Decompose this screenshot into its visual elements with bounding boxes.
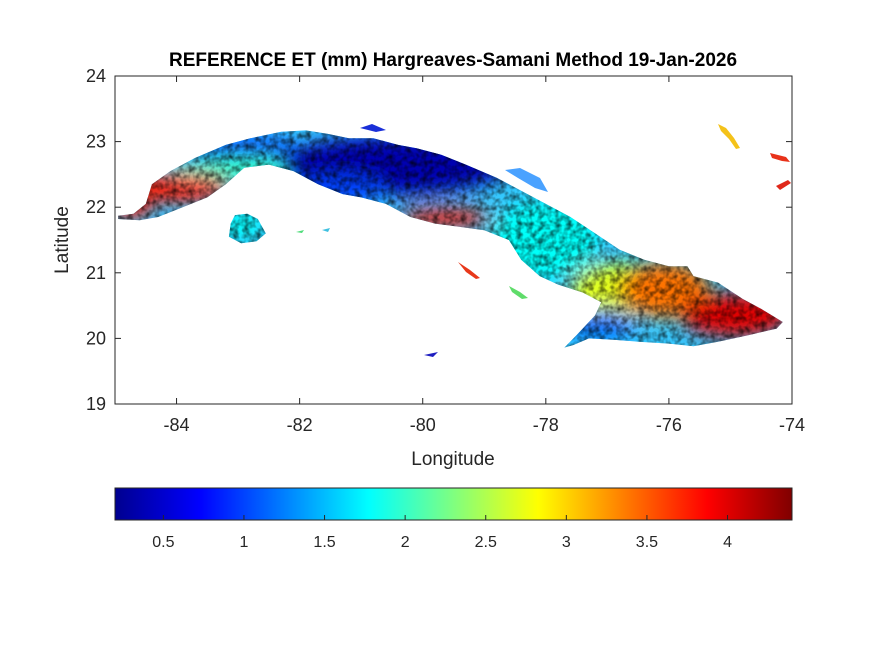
y-tick-label: 22 [86, 197, 106, 217]
y-tick-label: 23 [86, 132, 106, 152]
colorbar-tick-label: 0.5 [152, 534, 174, 551]
x-axis: -84 -82 -80 -78 -76 -74 [164, 76, 805, 435]
y-tick-label: 20 [86, 328, 106, 348]
plot-frame [114, 75, 793, 405]
y-axis: 19 20 21 22 23 24 [86, 66, 792, 414]
colorbar-tick-label: 3 [562, 534, 571, 551]
colorbar-tick-label: 2.5 [475, 534, 497, 551]
colorbar-tick-label: 1 [239, 534, 248, 551]
colorbar-ticks: 0.5 1 1.5 2 2.5 3 3.5 4 [152, 515, 732, 551]
y-tick-label: 24 [86, 66, 106, 86]
cay-south-1 [424, 352, 438, 357]
y-tick-label: 19 [86, 394, 106, 414]
cay-south-3 [296, 230, 304, 233]
x-tick-label: -84 [164, 415, 190, 435]
x-tick-label: -82 [287, 415, 313, 435]
cay-north-4 [360, 124, 386, 132]
colorbar-tick-label: 3.5 [636, 534, 658, 551]
chart-title: REFERENCE ET (mm) Hargreaves-Samani Meth… [169, 50, 737, 71]
colorbar-tick-label: 2 [401, 534, 410, 551]
x-axis-label: Longitude [411, 449, 494, 470]
cay-north-2 [770, 153, 790, 162]
x-tick-label: -78 [533, 415, 559, 435]
y-axis-label: Latitude [52, 206, 73, 274]
x-tick-label: -80 [410, 415, 436, 435]
colorbar-tick-label: 1.5 [313, 534, 335, 551]
cay-north-1 [718, 124, 740, 149]
cay-north-3 [776, 180, 791, 190]
colorbar [114, 487, 793, 521]
x-tick-label: -74 [779, 415, 805, 435]
cay-south-2 [458, 262, 480, 279]
colorbar-tick-label: 4 [723, 534, 732, 551]
y-tick-label: 21 [86, 263, 106, 283]
cay-north-5 [505, 168, 548, 192]
cay-south-4 [322, 228, 330, 232]
plot-area [115, 76, 792, 404]
x-tick-label: -76 [656, 415, 682, 435]
cay-south-5 [509, 286, 528, 299]
